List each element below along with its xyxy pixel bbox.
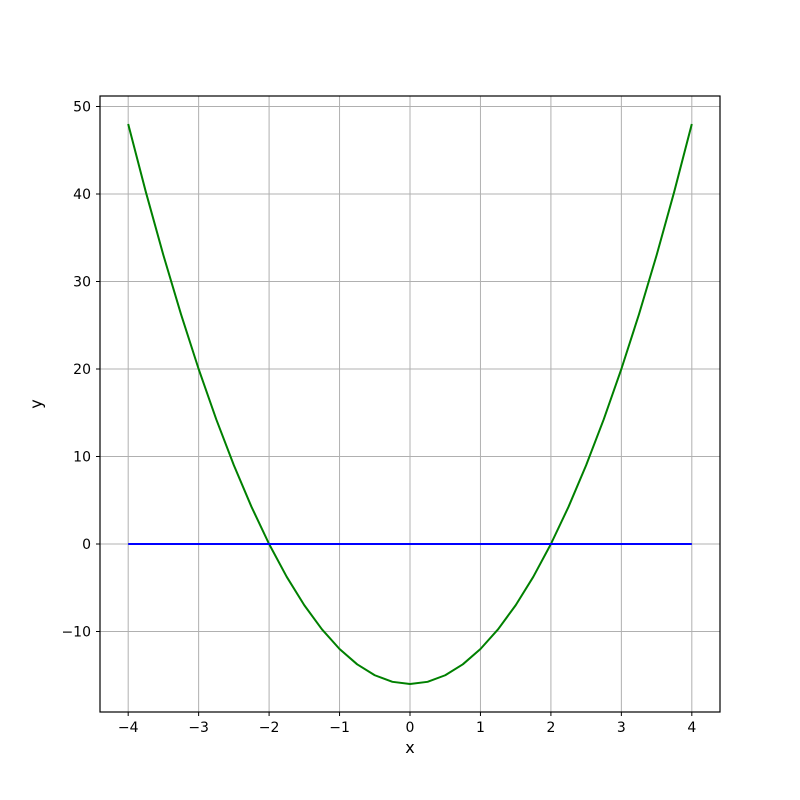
- y-tick-label: 20: [73, 362, 91, 378]
- x-tick-label: 3: [617, 720, 626, 736]
- y-tick-label: −10: [61, 625, 91, 641]
- x-axis-label: x: [405, 738, 415, 757]
- x-tick-label: 2: [546, 720, 555, 736]
- x-tick-label: −2: [259, 720, 280, 736]
- y-axis-label: y: [26, 399, 46, 409]
- y-tick-label: 0: [82, 537, 91, 553]
- x-tick-label: −4: [118, 720, 139, 736]
- x-tick-label: 0: [406, 720, 415, 736]
- series-parabola: [127, 123, 693, 685]
- y-tick-label: 10: [73, 450, 91, 466]
- x-tick-label: −3: [188, 720, 209, 736]
- y-tick-label: 50: [73, 100, 91, 116]
- x-tick-label: 4: [687, 720, 696, 736]
- x-tick-label: 1: [476, 720, 485, 736]
- x-tick-label: −1: [329, 720, 350, 736]
- y-tick-label: 40: [73, 187, 91, 203]
- y-tick-label: 30: [73, 275, 91, 291]
